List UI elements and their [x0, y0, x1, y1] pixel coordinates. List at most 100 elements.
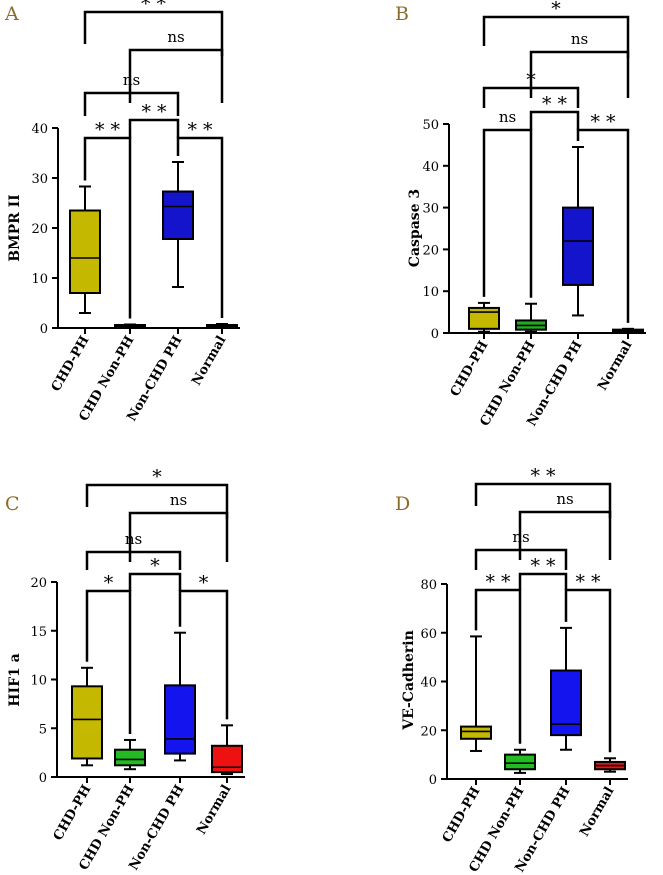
significance-label: *	[104, 572, 114, 594]
significance-bracket: * *	[83, 0, 224, 56]
category-label: Non-CHD PH	[127, 783, 188, 874]
y-tick-label: 10	[30, 674, 47, 689]
category-label: Normal	[595, 338, 635, 393]
y-tick-label: 0	[429, 773, 437, 788]
significance-bracket: ns	[518, 490, 612, 560]
significance-label: *	[152, 466, 162, 488]
y-tick-label: 10	[31, 272, 48, 287]
category-label: Normal	[577, 784, 617, 839]
box-iqr	[211, 744, 243, 774]
box-iqr	[460, 725, 492, 740]
y-tick-label: 40	[420, 676, 437, 691]
significance-bracket: *	[128, 555, 182, 591]
bracket-line	[128, 48, 224, 103]
bracket-line	[85, 483, 229, 519]
significance-label: * *	[590, 111, 616, 133]
significance-bracket: *	[85, 572, 132, 734]
panel-label: A	[4, 3, 19, 25]
y-axis-label: Caspase 3	[407, 189, 423, 267]
significance-label: * *	[141, 0, 167, 15]
box-iqr	[71, 685, 103, 760]
box-chd-non-ph	[515, 302, 547, 333]
box-iqr	[69, 209, 101, 294]
significance-bracket: * *	[128, 101, 180, 138]
significance-bracket: *	[178, 572, 229, 720]
box-normal	[612, 327, 644, 334]
y-axis-label: BMPR II	[7, 194, 23, 261]
box-iqr	[114, 748, 146, 767]
significance-label: * *	[530, 465, 556, 487]
significance-bracket: ns	[128, 28, 224, 103]
box-non-chd-ph	[162, 161, 194, 288]
box-normal	[594, 757, 626, 773]
significance-label: ns	[556, 490, 573, 508]
significance-label: * *	[141, 101, 167, 123]
panel-label: D	[395, 493, 410, 515]
bracket-line	[128, 511, 229, 562]
bracket-line	[518, 572, 568, 590]
significance-bracket: ns	[529, 30, 630, 98]
significance-bracket: * *	[176, 119, 224, 318]
bracket-line	[83, 136, 132, 319]
y-tick-label: 20	[422, 243, 439, 258]
panel-label: B	[395, 3, 409, 25]
bracket-line	[83, 10, 224, 56]
y-tick-label: 5	[39, 722, 47, 737]
box-iqr	[162, 190, 194, 240]
significance-label: ns	[499, 108, 516, 126]
category-label: Normal	[189, 333, 229, 388]
box-chd-ph	[468, 301, 500, 333]
significance-label: ns	[167, 28, 184, 46]
bracket-line	[529, 110, 580, 130]
significance-label: *	[199, 572, 209, 594]
y-tick-label: 10	[422, 285, 439, 300]
significance-bracket: * *	[474, 465, 612, 518]
bracket-line	[128, 118, 180, 138]
bracket-line	[576, 128, 630, 323]
box-non-chd-ph	[164, 631, 196, 762]
box-chd-ph	[71, 666, 103, 767]
box-chd-non-ph	[114, 738, 146, 771]
significance-label: ns	[125, 530, 142, 548]
y-tick-label: 20	[30, 576, 47, 591]
significance-bracket: *	[482, 0, 630, 58]
bracket-line	[85, 589, 132, 734]
y-tick-label: 30	[422, 202, 439, 217]
y-tick-label: 40	[31, 122, 48, 137]
box-chd-non-ph	[504, 748, 536, 774]
y-tick-label: 0	[431, 327, 439, 342]
significance-label: ns	[170, 491, 187, 509]
box-iqr	[562, 206, 594, 286]
significance-label: * *	[95, 119, 121, 141]
category-label: CHD-PH	[49, 334, 93, 395]
bracket-line	[564, 588, 612, 753]
y-tick-label: 15	[30, 625, 47, 640]
significance-bracket: ns	[85, 530, 182, 570]
significance-label: * *	[575, 571, 601, 593]
significance-bracket: * *	[576, 111, 630, 323]
y-tick-label: 0	[39, 771, 47, 786]
box-normal	[211, 724, 243, 776]
significance-label: ns	[571, 30, 588, 48]
category-label: Normal	[194, 782, 234, 837]
significance-bracket: * *	[474, 571, 522, 744]
category-label: CHD-PH	[440, 785, 484, 846]
significance-bracket: ns	[128, 491, 229, 562]
y-tick-label: 40	[422, 160, 439, 175]
significance-label: ns	[123, 71, 140, 89]
box-chd-ph	[69, 185, 101, 314]
bracket-line	[176, 136, 224, 318]
bracket-line	[83, 91, 180, 116]
significance-label: * *	[530, 555, 556, 577]
significance-bracket: * *	[564, 571, 612, 753]
bracket-line	[482, 128, 533, 298]
significance-bracket: ns	[83, 71, 180, 116]
box-iqr	[550, 669, 582, 737]
box-normal	[206, 323, 238, 328]
significance-label: *	[150, 555, 160, 577]
significance-label: * *	[485, 571, 511, 593]
